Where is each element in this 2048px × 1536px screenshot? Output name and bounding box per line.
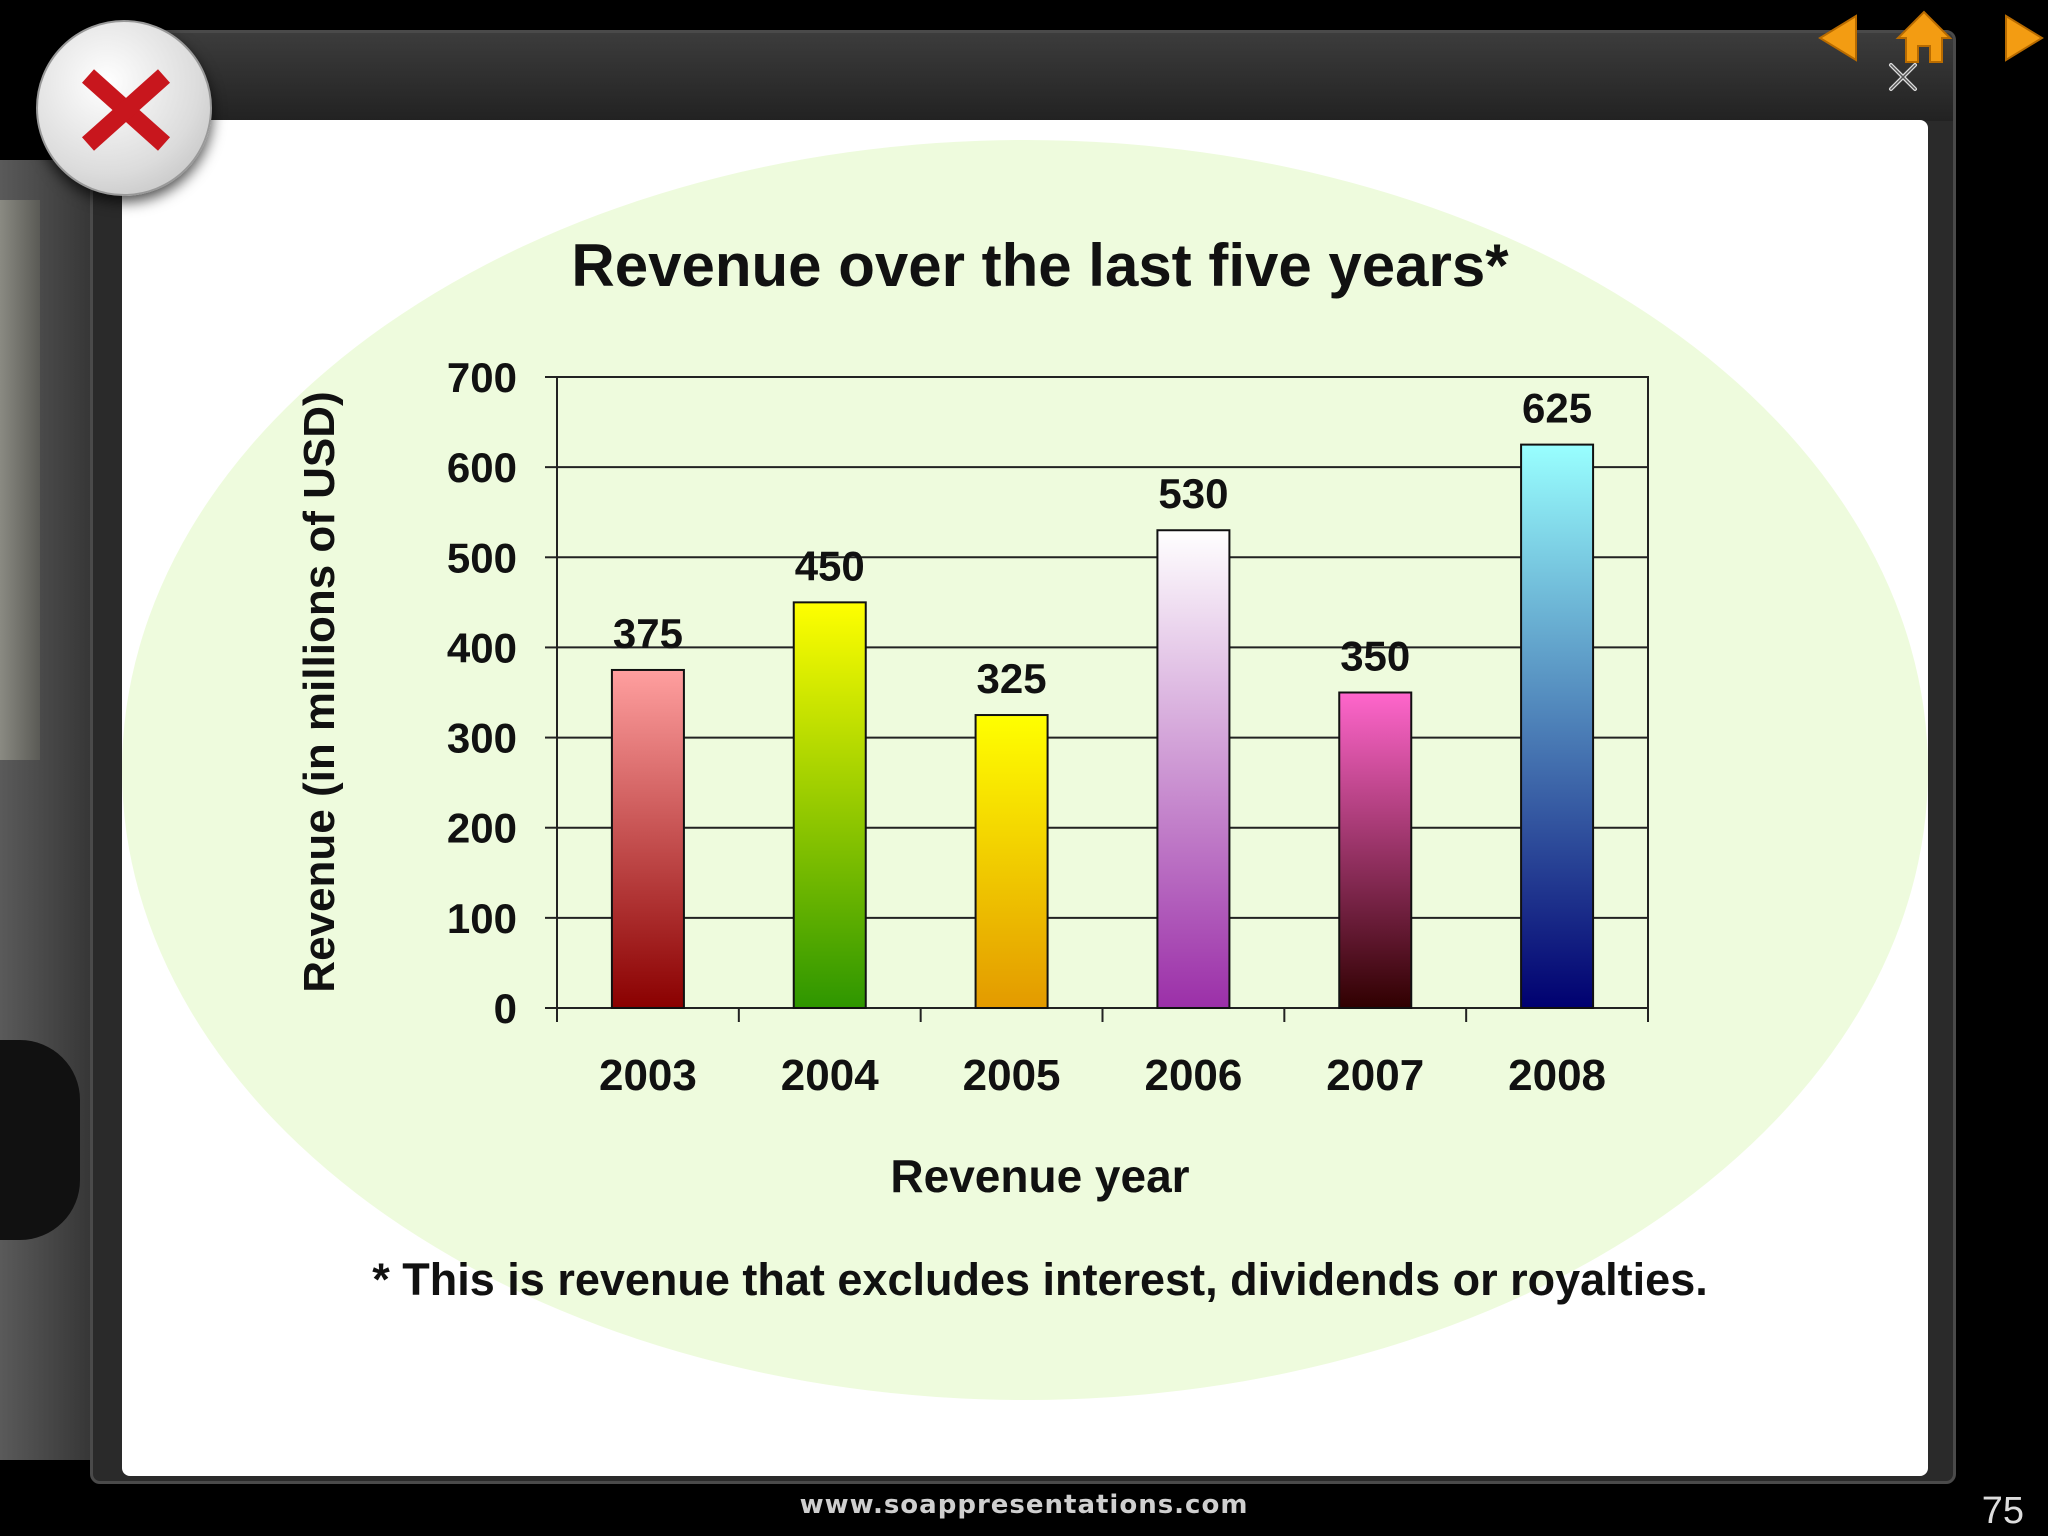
bar-2004 [792, 601, 867, 1009]
y-tick-label: 200 [447, 805, 517, 852]
bar-2006 [1156, 529, 1231, 1009]
viewer-titlebar [93, 33, 1953, 121]
x-axis-ticks: 2003 2004 2005 2006 2007 2008 [556, 1008, 1649, 1100]
data-label-2008: 625 [1522, 385, 1592, 432]
bar-2007 [1338, 691, 1413, 1009]
bar-2003 [610, 668, 685, 1009]
y-tick-label: 600 [447, 444, 517, 491]
x-tick-label-2008: 2008 [1508, 1051, 1606, 1100]
arrow-right-icon[interactable] [1994, 8, 2048, 68]
y-tick-label: 500 [447, 534, 517, 581]
slide: Revenue over the last five years* 0 100 20… [122, 120, 1928, 1476]
gridlines [545, 376, 1648, 1009]
bar-2005 [974, 714, 1049, 1009]
home-icon[interactable] [1894, 8, 1954, 68]
plot-area [556, 376, 1649, 1009]
y-axis-ticks: 0 100 200 300 400 500 600 700 [447, 354, 517, 1032]
arrow-left-icon[interactable] [1808, 8, 1868, 68]
footer-url: www.soappresentations.com [799, 1490, 1249, 1520]
y-axis-label: Revenue (in millions of USD) [295, 391, 344, 992]
background-photo-strip [0, 200, 40, 760]
x-tick-label-2007: 2007 [1326, 1051, 1424, 1100]
x-tick-label-2006: 2006 [1144, 1051, 1242, 1100]
bar-2008 [1520, 443, 1595, 1010]
data-label-2006: 530 [1158, 470, 1228, 517]
data-label-2003: 375 [613, 610, 683, 657]
close-button[interactable] [36, 20, 212, 196]
x-tick-label-2004: 2004 [781, 1051, 879, 1100]
y-tick-label: 700 [447, 354, 517, 401]
x-tick-label-2005: 2005 [963, 1051, 1061, 1100]
chart-title: Revenue over the last five years* [571, 232, 1509, 299]
background-photo-object [0, 1040, 80, 1240]
data-label-2005: 325 [977, 655, 1047, 702]
y-tick-label: 100 [447, 895, 517, 942]
y-tick-label: 400 [447, 624, 517, 671]
x-tick-label-2003: 2003 [599, 1051, 697, 1100]
data-labels: 375 450 325 530 350 625 [613, 385, 1592, 702]
y-tick-label: 300 [447, 715, 517, 762]
red-x-close-icon [81, 69, 171, 151]
revenue-chart: Revenue over the last five years* 0 100 20… [295, 232, 1708, 1305]
bars [610, 443, 1595, 1010]
page-number: 75 [1981, 1490, 2024, 1532]
x-axis-label: Revenue year [890, 1150, 1189, 1202]
data-label-2004: 450 [795, 542, 865, 589]
data-label-2007: 350 [1340, 633, 1410, 680]
window-close-icon[interactable] [1883, 57, 1923, 97]
y-tick-label: 0 [494, 985, 517, 1032]
chart-footnote: * This is revenue that excludes interest… [372, 1254, 1707, 1305]
